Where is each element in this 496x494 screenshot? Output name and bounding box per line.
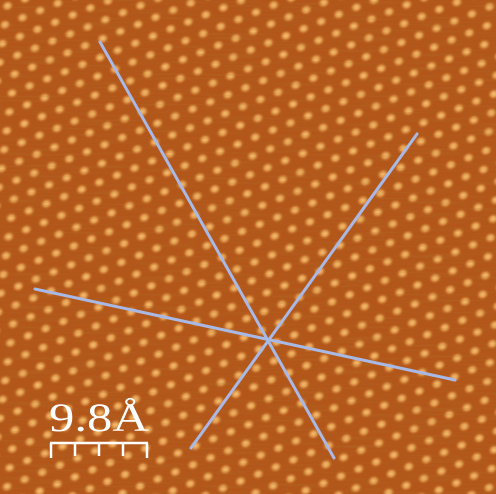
direction-line bbox=[33, 287, 457, 382]
scale-bar bbox=[49, 441, 149, 458]
direction-line bbox=[98, 40, 336, 460]
scale-bar-label: 9.8Å bbox=[49, 395, 149, 440]
lattice-direction-lines bbox=[33, 40, 457, 460]
direction-line bbox=[189, 132, 419, 450]
